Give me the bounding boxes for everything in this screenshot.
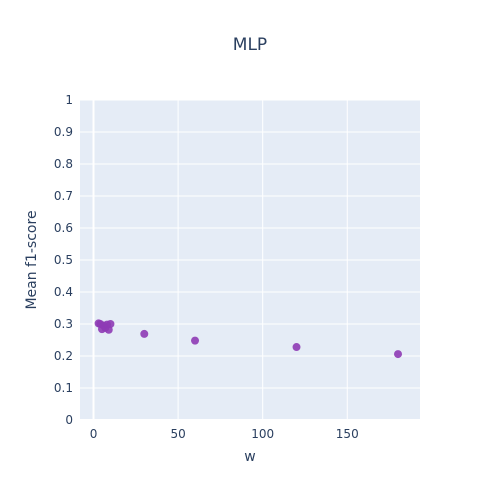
y-axis-title: Mean f1-score — [24, 210, 40, 309]
grid-lines — [80, 99, 420, 421]
data-point[interactable] — [292, 343, 301, 352]
x-axis-ticks: 0 50 100 150 — [90, 427, 359, 441]
data-point[interactable] — [106, 320, 115, 328]
y-tick-label: 0.8 — [54, 157, 73, 171]
x-tick-label: 100 — [251, 427, 274, 441]
x-tick-label: 150 — [336, 427, 359, 441]
chart-title: MLP — [233, 35, 267, 55]
y-tick-label: 0.3 — [54, 317, 73, 331]
y-tick-label: 0.1 — [54, 381, 73, 395]
data-points — [94, 319, 403, 359]
y-tick-label: 0.7 — [54, 189, 73, 203]
x-tick-label: 0 — [90, 427, 98, 441]
y-tick-label: 0.6 — [54, 221, 73, 235]
x-tick-label: 50 — [170, 427, 185, 441]
y-tick-label: 1 — [65, 93, 73, 107]
y-tick-label: 0 — [65, 413, 73, 427]
x-axis-title: w — [244, 449, 255, 465]
y-tick-label: 0.9 — [54, 125, 73, 139]
y-tick-label: 0.4 — [54, 285, 73, 299]
y-tick-label: 0.2 — [54, 349, 73, 363]
data-point[interactable] — [394, 350, 403, 359]
y-tick-label: 0.5 — [54, 253, 73, 267]
data-point[interactable] — [191, 336, 200, 345]
data-point[interactable] — [140, 329, 149, 338]
y-axis-ticks: 0 0.1 0.2 0.3 0.4 0.5 0.6 0.7 0.8 0.9 1 — [54, 93, 73, 427]
